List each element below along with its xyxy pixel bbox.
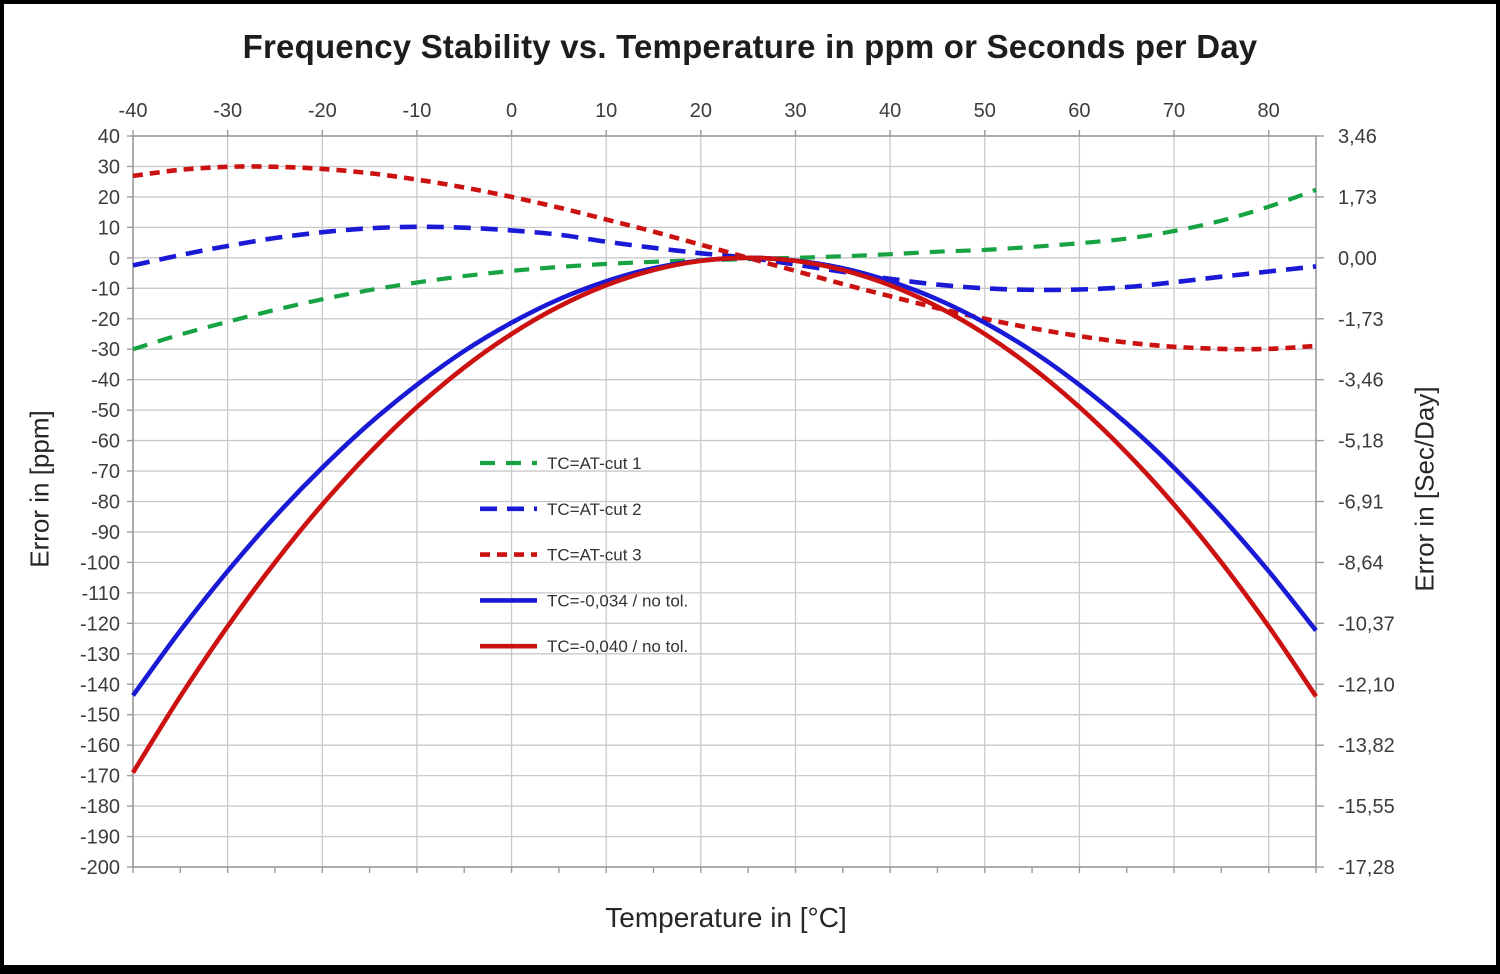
- svg-text:-100: -100: [80, 552, 120, 574]
- svg-text:-13,82: -13,82: [1338, 735, 1395, 757]
- svg-text:-60: -60: [91, 431, 120, 453]
- svg-text:-120: -120: [80, 613, 120, 635]
- svg-text:-5,18: -5,18: [1338, 431, 1384, 453]
- svg-text:10: 10: [595, 100, 617, 122]
- svg-text:-170: -170: [80, 766, 120, 788]
- svg-text:-20: -20: [308, 100, 337, 122]
- svg-text:20: 20: [690, 100, 712, 122]
- legend-label: TC=-0,034 / no tol.: [547, 591, 688, 610]
- gridlines: [132, 135, 1316, 868]
- legend-label: TC=-0,040 / no tol.: [547, 637, 688, 656]
- tick-marks: [127, 130, 1324, 873]
- svg-text:-50: -50: [91, 400, 120, 422]
- svg-text:-15,55: -15,55: [1338, 796, 1395, 818]
- legend-label: TC=AT-cut 3: [547, 546, 642, 565]
- svg-text:-20: -20: [91, 309, 120, 331]
- svg-text:-6,91: -6,91: [1338, 492, 1384, 514]
- svg-text:-40: -40: [91, 370, 120, 392]
- legend: TC=AT-cut 1 TC=AT-cut 2 TC=AT-cut 3 TC=-0,0…: [480, 454, 688, 656]
- series-curve-2: [132, 164, 1317, 352]
- chart-title: Frequency Stability vs. Temperature in p…: [242, 28, 1258, 65]
- y-axis-right-tick-labels: 3,46 1,73 0,00 -1,73 -3,46 -5,18 -6,91 -8,64 -10…: [1338, 126, 1395, 879]
- svg-text:-8,64: -8,64: [1338, 552, 1384, 574]
- svg-text:3,46: 3,46: [1338, 126, 1377, 148]
- svg-text:-10: -10: [91, 278, 120, 300]
- svg-text:50: 50: [974, 100, 996, 122]
- svg-text:70: 70: [1163, 100, 1185, 122]
- svg-text:-80: -80: [91, 492, 120, 514]
- svg-text:-10: -10: [402, 100, 431, 122]
- svg-text:1,73: 1,73: [1338, 187, 1377, 209]
- svg-text:10: 10: [98, 217, 120, 239]
- series-curve-3: [131, 255, 1318, 697]
- svg-text:-190: -190: [80, 827, 120, 849]
- series-curves: [131, 164, 1318, 774]
- svg-text:30: 30: [784, 100, 806, 122]
- legend-label: TC=AT-cut 1: [547, 454, 642, 473]
- svg-text:60: 60: [1068, 100, 1090, 122]
- x-axis-title: Temperature in [°C]: [605, 902, 847, 933]
- svg-text:-90: -90: [91, 522, 120, 544]
- svg-text:-12,10: -12,10: [1338, 674, 1395, 696]
- svg-text:40: 40: [98, 126, 120, 148]
- legend-label: TC=AT-cut 2: [547, 500, 642, 519]
- svg-text:-30: -30: [213, 100, 242, 122]
- series-curve-0: [132, 187, 1317, 352]
- svg-text:-10,37: -10,37: [1338, 613, 1395, 635]
- svg-text:-130: -130: [80, 644, 120, 666]
- svg-text:-180: -180: [80, 796, 120, 818]
- svg-text:80: 80: [1258, 100, 1280, 122]
- y-axis-left-tick-labels: 40 30 20 10 0 -10 -20 -30 -40 -50 -60 -70 -80 -90 -100…: [80, 126, 120, 879]
- svg-text:-110: -110: [81, 583, 120, 605]
- svg-text:0: 0: [506, 100, 517, 122]
- svg-text:-3,46: -3,46: [1338, 370, 1384, 392]
- svg-text:40: 40: [879, 100, 901, 122]
- svg-text:-17,28: -17,28: [1338, 857, 1395, 879]
- svg-text:-160: -160: [80, 735, 120, 757]
- svg-text:30: 30: [98, 156, 120, 178]
- svg-text:-140: -140: [80, 674, 120, 696]
- series-curve-4: [131, 255, 1318, 774]
- svg-text:-40: -40: [119, 100, 148, 122]
- svg-text:0,00: 0,00: [1338, 248, 1377, 270]
- svg-text:-200: -200: [80, 857, 120, 879]
- svg-text:-1,73: -1,73: [1338, 309, 1384, 331]
- svg-text:0: 0: [109, 248, 120, 270]
- svg-text:20: 20: [98, 187, 120, 209]
- svg-text:-70: -70: [91, 461, 120, 483]
- svg-text:-150: -150: [80, 705, 120, 727]
- series-curve-1: [132, 224, 1317, 293]
- x-axis-tick-labels: -40 -30 -20 -10 0 10 20 30 40 50 60 70 80: [119, 100, 1280, 122]
- chart-plot-area: -40 -30 -20 -10 0 10 20 30 40 50 60 70 80403020100-1…: [80, 100, 1395, 879]
- svg-text:-30: -30: [91, 339, 120, 361]
